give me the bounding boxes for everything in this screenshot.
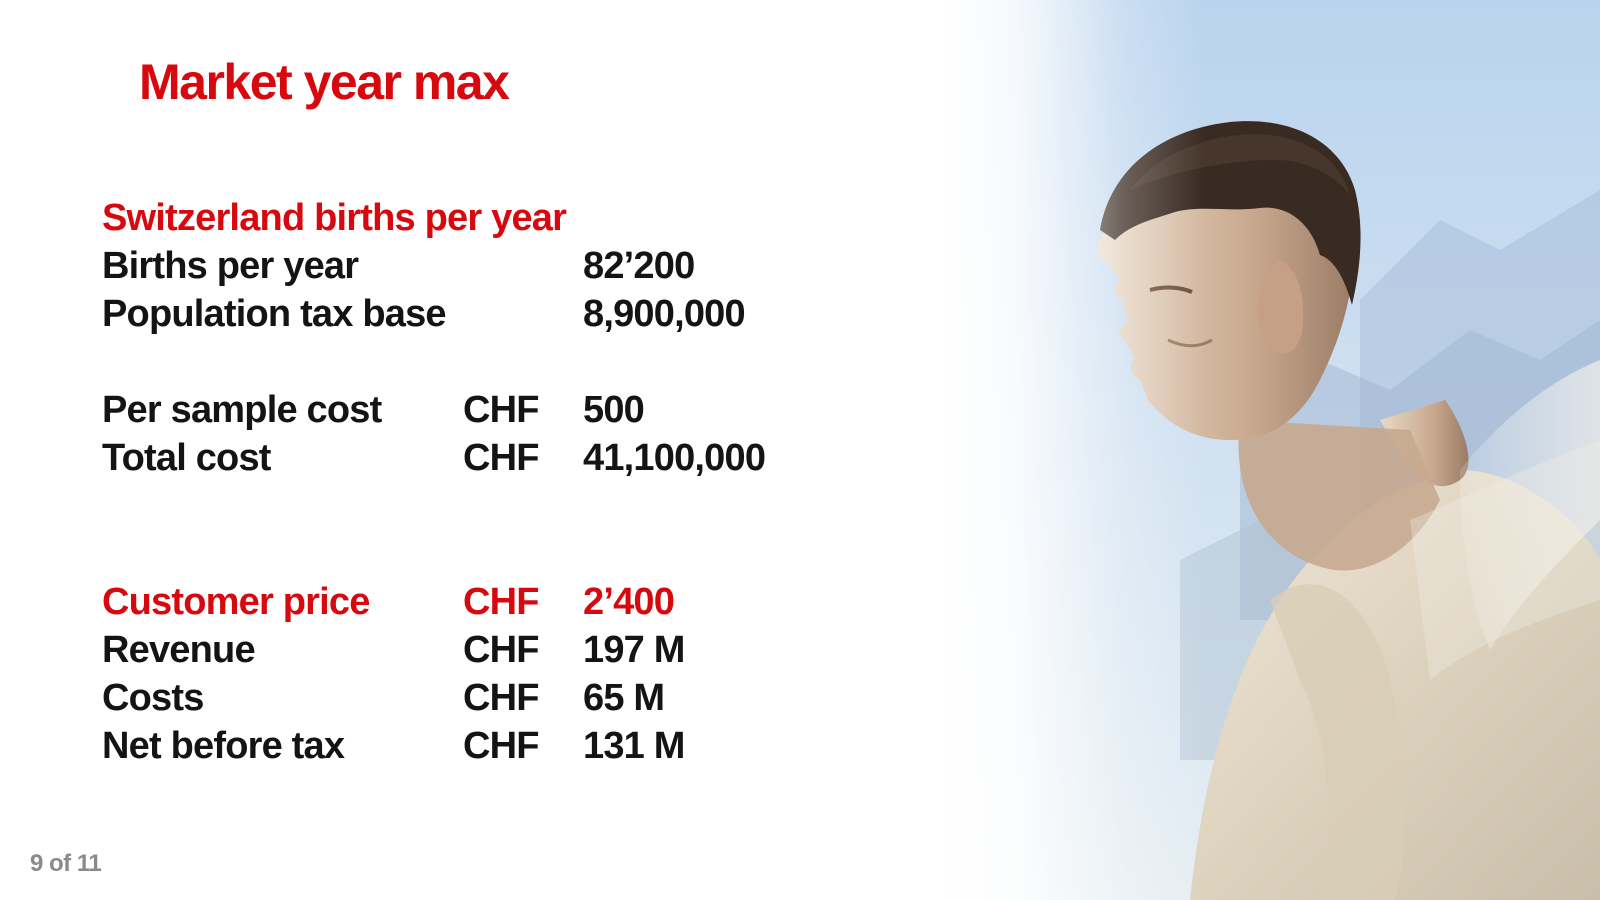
births-section-heading: Switzerland births per year bbox=[102, 194, 822, 242]
photo-illustration bbox=[940, 0, 1600, 900]
row-currency: CHF bbox=[463, 581, 540, 623]
page-indicator: 9 of 11 bbox=[30, 850, 102, 877]
row-currency: CHF bbox=[463, 437, 540, 479]
section-heading-label: Switzerland births per year bbox=[102, 197, 567, 239]
row-revenue: Revenue CHF 197 M bbox=[102, 626, 822, 674]
row-value: 41,100,000 bbox=[583, 437, 766, 479]
row-value: 131 M bbox=[583, 725, 685, 767]
market-table: Switzerland births per year Births per y… bbox=[102, 194, 822, 770]
row-currency: CHF bbox=[463, 725, 540, 767]
row-label: Births per year bbox=[102, 245, 359, 287]
row-currency: CHF bbox=[463, 389, 540, 431]
row-population-tax-base: Population tax base 8,900,000 bbox=[102, 290, 822, 338]
row-costs: Costs CHF 65 M bbox=[102, 674, 822, 722]
man-profile-photo bbox=[940, 0, 1600, 900]
row-label: Per sample cost bbox=[102, 389, 382, 431]
row-label: Customer price bbox=[102, 581, 370, 623]
slide-title: Market year max bbox=[139, 54, 510, 110]
row-value: 2’400 bbox=[583, 581, 675, 623]
row-per-sample-cost: Per sample cost CHF 500 bbox=[102, 386, 822, 434]
row-label: Costs bbox=[102, 677, 204, 719]
row-currency: CHF bbox=[463, 629, 540, 671]
row-value: 197 M bbox=[583, 629, 685, 671]
row-customer-price: Customer price CHF 2’400 bbox=[102, 578, 822, 626]
spacer bbox=[102, 338, 822, 386]
row-total-cost: Total cost CHF 41,100,000 bbox=[102, 434, 822, 482]
row-value: 8,900,000 bbox=[583, 293, 746, 335]
row-label: Total cost bbox=[102, 437, 271, 479]
row-value: 500 bbox=[583, 389, 645, 431]
row-label: Population tax base bbox=[102, 293, 447, 335]
row-net-before-tax: Net before tax CHF 131 M bbox=[102, 722, 822, 770]
row-label: Net before tax bbox=[102, 725, 345, 767]
row-value: 82’200 bbox=[583, 245, 695, 287]
spacer bbox=[102, 482, 822, 578]
row-value: 65 M bbox=[583, 677, 665, 719]
row-label: Revenue bbox=[102, 629, 256, 671]
row-currency: CHF bbox=[463, 677, 540, 719]
row-births-per-year: Births per year 82’200 bbox=[102, 242, 822, 290]
